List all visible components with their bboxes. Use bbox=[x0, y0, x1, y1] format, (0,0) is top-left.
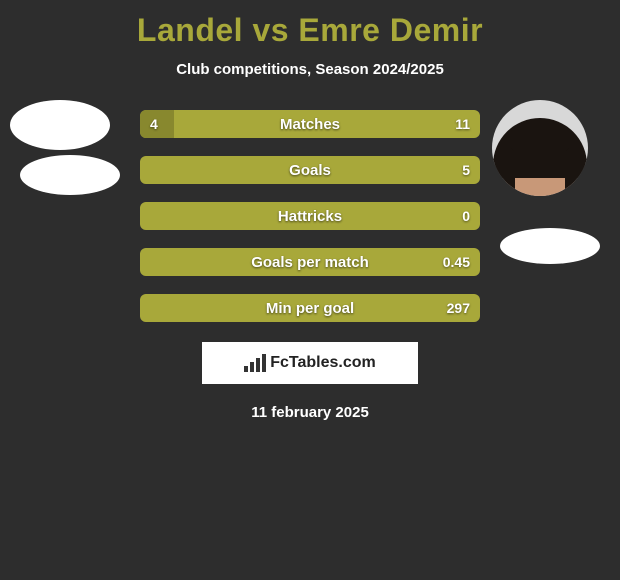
stat-label: Goals per match bbox=[140, 254, 480, 271]
stat-label: Matches bbox=[140, 116, 480, 133]
page-title: Landel vs Emre Demir bbox=[0, 0, 620, 49]
player-left-club-badge bbox=[20, 155, 120, 195]
stat-bar: Min per goal297 bbox=[140, 294, 480, 322]
player-right-avatar bbox=[492, 100, 588, 196]
comparison-area: 4Matches11 Goals5 Hattricks0 Goals per matc… bbox=[0, 110, 620, 322]
stat-label: Min per goal bbox=[140, 300, 480, 317]
stat-bar: Goals per match0.45 bbox=[140, 248, 480, 276]
date-label: 11 february 2025 bbox=[0, 404, 620, 421]
player-right-club-badge bbox=[500, 228, 600, 264]
stat-label: Hattricks bbox=[140, 208, 480, 225]
stat-bar: Hattricks0 bbox=[140, 202, 480, 230]
player-left-avatar bbox=[10, 100, 110, 150]
stat-bar: 4Matches11 bbox=[140, 110, 480, 138]
stat-label: Goals bbox=[140, 162, 480, 179]
stat-bar: Goals5 bbox=[140, 156, 480, 184]
brand-name: FcTables.com bbox=[270, 354, 376, 372]
bar-chart-icon bbox=[244, 354, 266, 372]
stat-bars: 4Matches11 Goals5 Hattricks0 Goals per matc… bbox=[140, 110, 480, 322]
brand-logo[interactable]: FcTables.com bbox=[202, 342, 418, 384]
subtitle: Club competitions, Season 2024/2025 bbox=[0, 61, 620, 78]
